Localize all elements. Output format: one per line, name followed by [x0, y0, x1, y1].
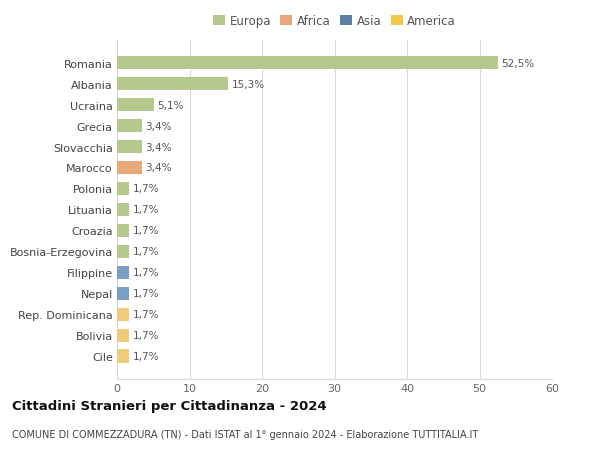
Bar: [117, 350, 130, 364]
Bar: [117, 329, 130, 342]
Bar: [117, 56, 497, 70]
Text: 1,7%: 1,7%: [133, 226, 160, 236]
Text: 1,7%: 1,7%: [133, 352, 160, 362]
Bar: [117, 287, 130, 301]
Text: 1,7%: 1,7%: [133, 205, 160, 215]
Bar: [117, 161, 142, 175]
Text: 52,5%: 52,5%: [501, 58, 535, 68]
Bar: [117, 99, 154, 112]
Text: Cittadini Stranieri per Cittadinanza - 2024: Cittadini Stranieri per Cittadinanza - 2…: [12, 399, 326, 412]
Text: 5,1%: 5,1%: [158, 101, 184, 110]
Bar: [117, 245, 130, 259]
Text: 1,7%: 1,7%: [133, 310, 160, 319]
Text: 15,3%: 15,3%: [232, 79, 265, 90]
Text: COMUNE DI COMMEZZADURA (TN) - Dati ISTAT al 1° gennaio 2024 - Elaborazione TUTTI: COMUNE DI COMMEZZADURA (TN) - Dati ISTAT…: [12, 429, 478, 439]
Text: 1,7%: 1,7%: [133, 268, 160, 278]
Text: 1,7%: 1,7%: [133, 184, 160, 194]
Bar: [117, 78, 228, 91]
Text: 3,4%: 3,4%: [145, 121, 172, 131]
Text: 3,4%: 3,4%: [145, 142, 172, 152]
Bar: [117, 224, 130, 238]
Bar: [117, 308, 130, 321]
Text: 3,4%: 3,4%: [145, 163, 172, 173]
Bar: [117, 140, 142, 154]
Text: 1,7%: 1,7%: [133, 247, 160, 257]
Bar: [117, 182, 130, 196]
Bar: [117, 203, 130, 217]
Legend: Europa, Africa, Asia, America: Europa, Africa, Asia, America: [208, 10, 461, 33]
Text: 1,7%: 1,7%: [133, 330, 160, 341]
Bar: [117, 266, 130, 280]
Bar: [117, 119, 142, 133]
Text: 1,7%: 1,7%: [133, 289, 160, 299]
